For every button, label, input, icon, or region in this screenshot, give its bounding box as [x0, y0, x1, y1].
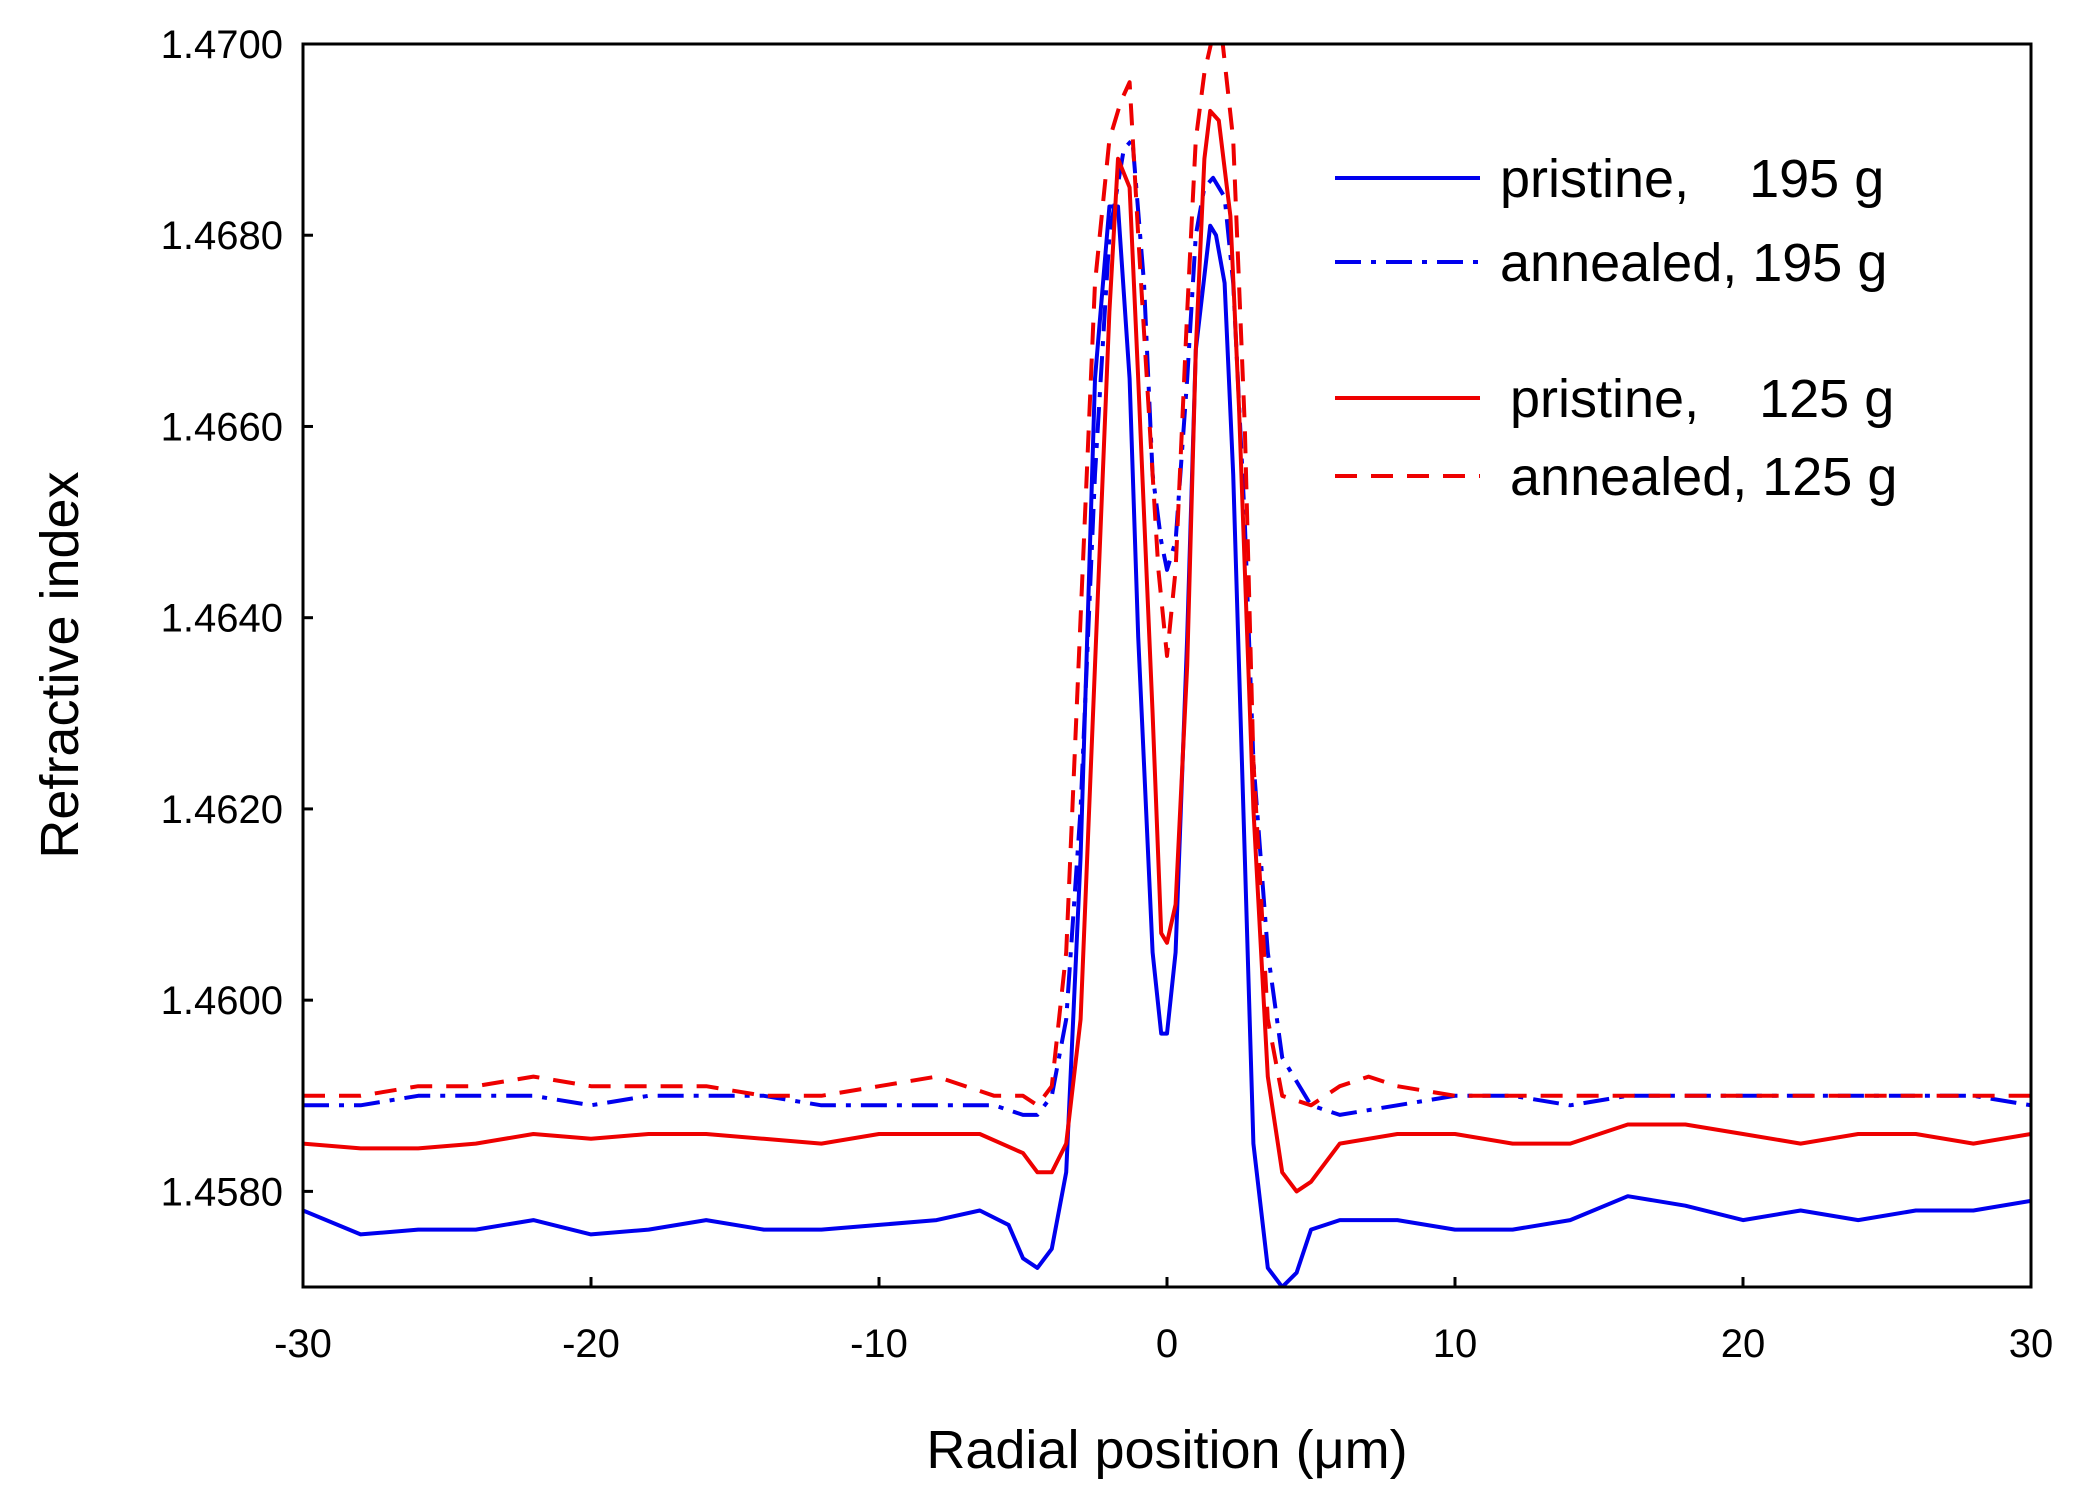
- x-tick-label: -20: [562, 1322, 620, 1366]
- x-tick-label: -30: [274, 1322, 332, 1366]
- y-tick-label: 1.4680: [161, 214, 283, 258]
- series-line-2: [303, 108, 2031, 1194]
- legend: pristine, 195 g annealed, 195 g pristine, …: [1335, 149, 1897, 507]
- y-axis-title: Refractive index: [30, 471, 90, 858]
- series-line-1: [303, 137, 2031, 1117]
- series-line-3: [303, 44, 2031, 1108]
- x-tick-label: 10: [1433, 1322, 1478, 1366]
- y-tick-label: 1.4660: [161, 405, 283, 449]
- legend-label-3: annealed, 125 g: [1510, 447, 1897, 507]
- series-line-0: [303, 204, 2031, 1287]
- x-axis-title: Radial position (μm): [926, 1420, 1407, 1480]
- y-tick-label: 1.4580: [161, 1170, 283, 1214]
- legend-label-1: annealed, 195 g: [1500, 233, 1887, 293]
- legend-label-2: pristine, 125 g: [1510, 369, 1894, 429]
- x-tick-label: -10: [850, 1322, 908, 1366]
- y-tick-label: 1.4640: [161, 597, 283, 641]
- y-tick-label: 1.4620: [161, 788, 283, 832]
- x-tick-label: 0: [1156, 1322, 1178, 1366]
- y-tick-label: 1.4700: [161, 23, 283, 67]
- x-axis: -30 -20 -10 0 10 20 30: [274, 1277, 2053, 1366]
- legend-label-0: pristine, 195 g: [1500, 149, 1884, 209]
- x-tick-label: 20: [1721, 1322, 1766, 1366]
- x-tick-label: 30: [2009, 1322, 2054, 1366]
- y-tick-label: 1.4600: [161, 979, 283, 1023]
- series-layer: [303, 44, 2031, 1287]
- y-axis: 1.4580 1.4600 1.4620 1.4640 1.4660 1.4680 1.47…: [161, 23, 313, 1214]
